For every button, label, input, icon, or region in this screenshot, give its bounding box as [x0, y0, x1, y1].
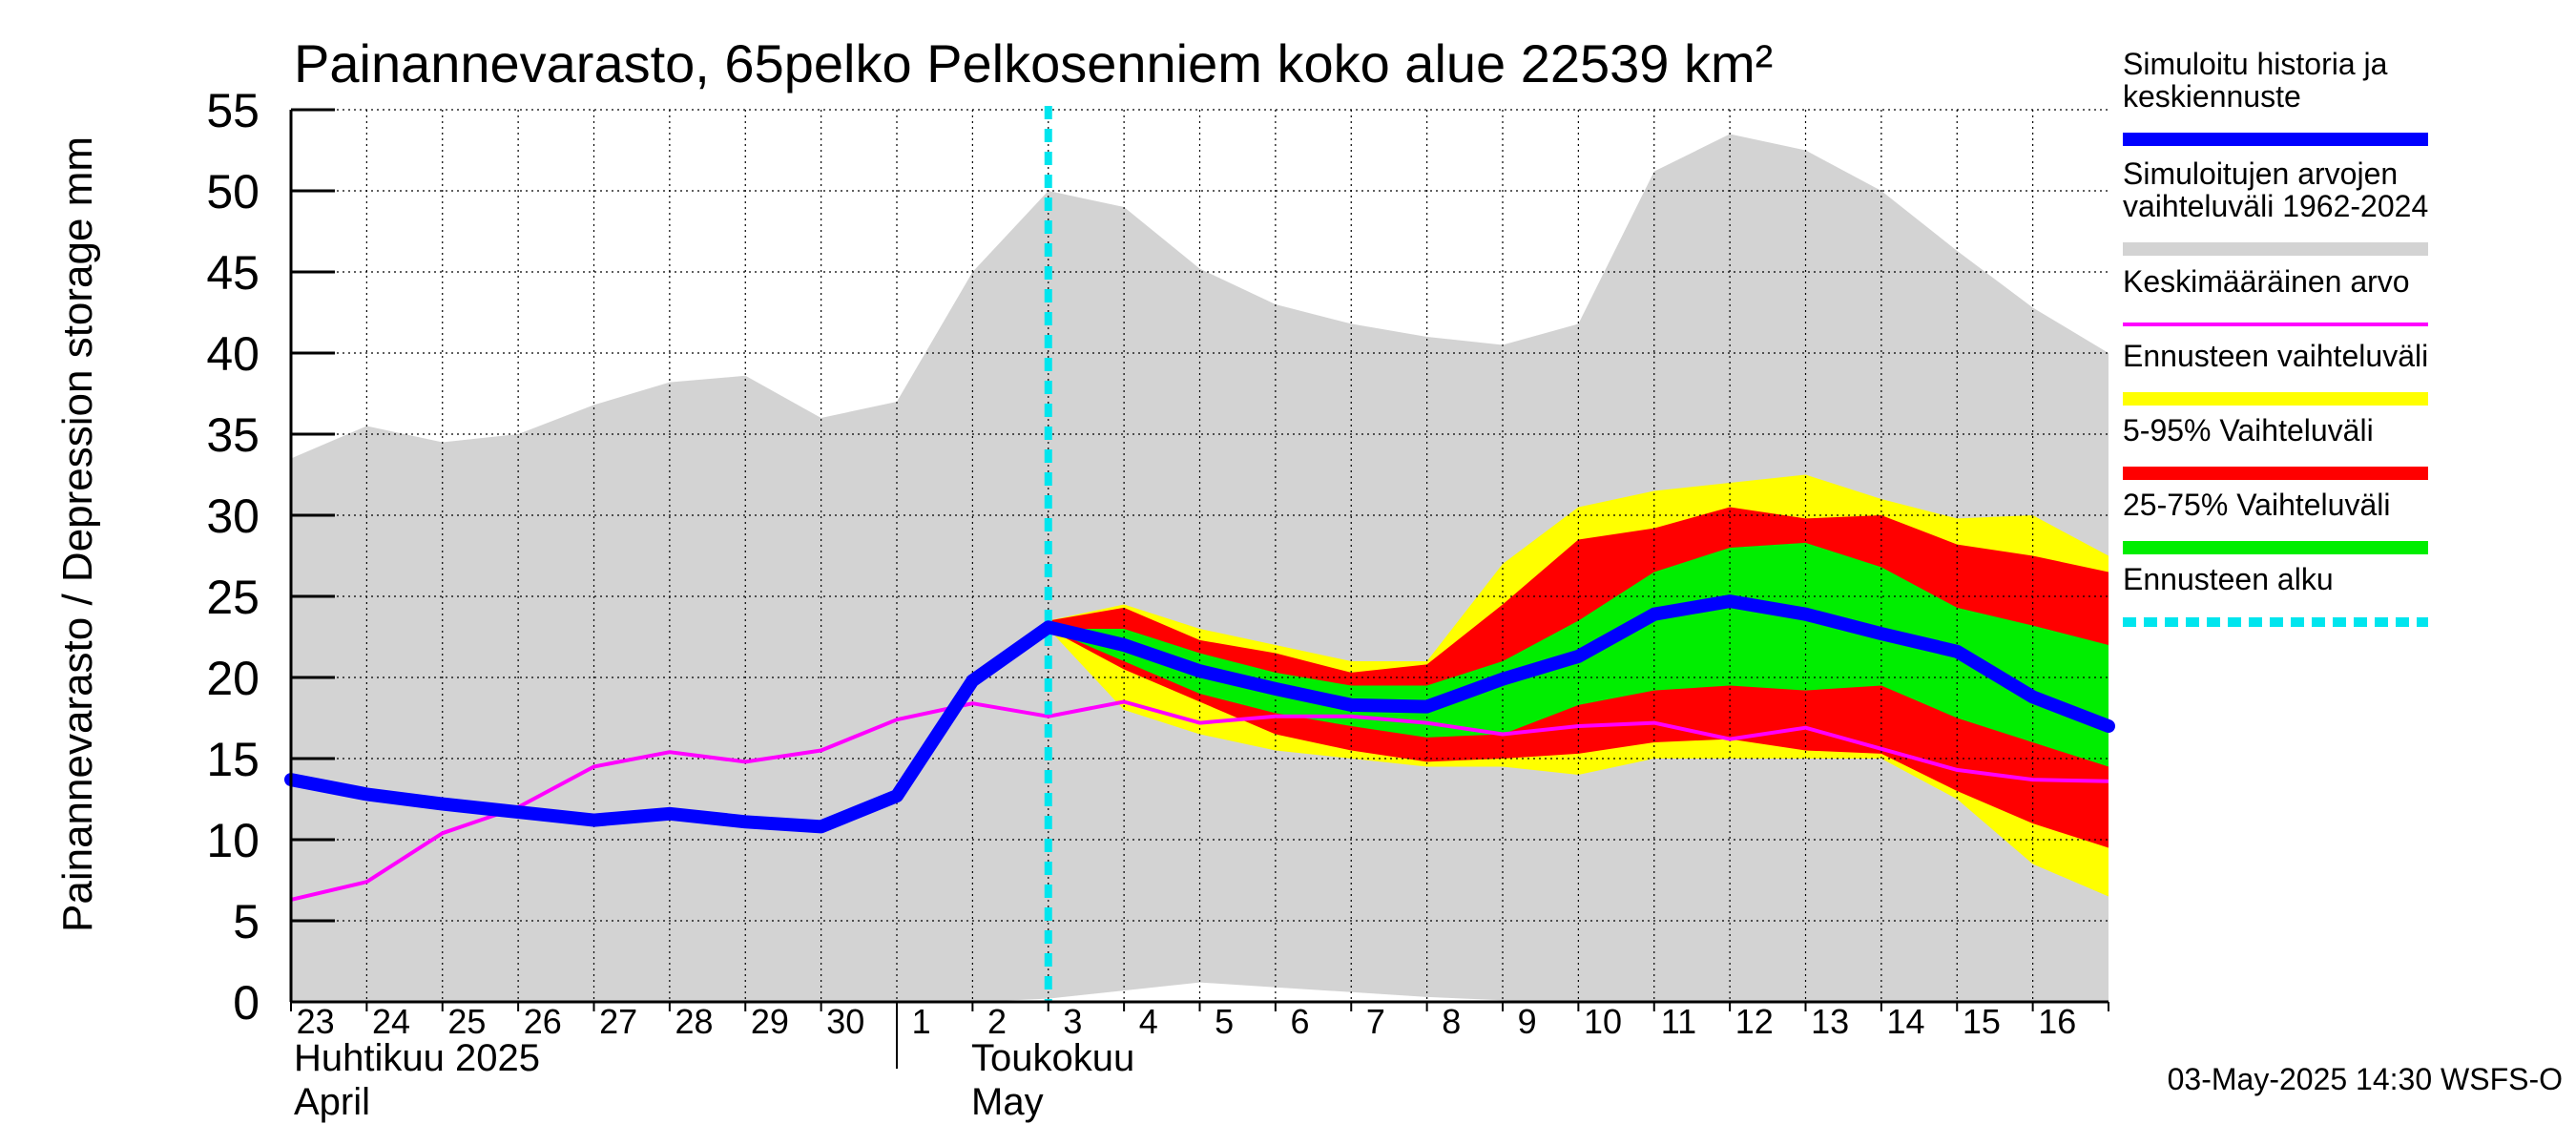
x-tick-label: 24 [372, 1002, 410, 1041]
legend-label: 25-75% Vaihteluväli [2123, 488, 2390, 522]
legend: Simuloitu historia ja keskiennuste Simuloi… [2123, 47, 2428, 627]
month-label-april-en: April [294, 1081, 370, 1123]
x-tick-label: 15 [1963, 1002, 2001, 1041]
y-axis-label: Painannevarasto / Depression storage mm [54, 136, 101, 932]
x-tick-label: 2 [987, 1002, 1007, 1041]
y-tick-label: 30 [206, 489, 260, 543]
legend-label: Ennusteen alku [2123, 562, 2334, 596]
y-tick-label: 25 [206, 571, 260, 624]
x-tick-label: 12 [1735, 1002, 1774, 1041]
y-tick-label: 20 [206, 652, 260, 705]
legend-label: 5-95% Vaihteluväli [2123, 413, 2374, 448]
month-label-april-fi: Huhtikuu 2025 [294, 1037, 540, 1079]
y-tick-label: 10 [206, 814, 260, 867]
chart-title: Painannevarasto, 65pelko Pelkosenniem ko… [294, 33, 1773, 94]
x-tick-label: 27 [599, 1002, 637, 1041]
mean-line [290, 699, 2109, 902]
x-tick-label: 23 [297, 1002, 335, 1041]
x-tick-label: 16 [2038, 1002, 2076, 1041]
legend-label: Simuloitujen arvojen vaihteluväli 1962-20… [2123, 156, 2428, 223]
x-tick-label: 29 [751, 1002, 789, 1041]
x-tick-label: 28 [675, 1002, 714, 1041]
y-tick-label: 15 [206, 733, 260, 786]
x-tick-label: 1 [912, 1002, 931, 1041]
y-tick-label: 5 [233, 895, 260, 948]
timestamp: 03-May-2025 14:30 WSFS-O [2168, 1062, 2563, 1096]
x-tick-label: 10 [1584, 1002, 1622, 1041]
x-tick-label: 25 [447, 1002, 486, 1041]
x-tick-label: 4 [1139, 1002, 1158, 1041]
x-tick-label: 30 [826, 1002, 864, 1041]
x-tick-label: 13 [1811, 1002, 1849, 1041]
x-tick-label: 8 [1442, 1002, 1461, 1041]
history-forecast-line [284, 594, 2115, 834]
x-tick-label: 11 [1661, 1002, 1696, 1041]
x-tick-label: 5 [1215, 1002, 1234, 1041]
legend-label: Simuloitu historia ja keskiennuste [2123, 47, 2388, 114]
y-tick-label: 35 [206, 408, 260, 462]
legend-label: Ennusteen vaihteluväli [2123, 339, 2428, 373]
x-tick-label: 9 [1518, 1002, 1537, 1041]
x-tick-label: 6 [1291, 1002, 1310, 1041]
month-label-may-fi: Toukokuu [971, 1037, 1134, 1079]
legend-label: Keskimääräinen arvo [2123, 264, 2410, 299]
x-tick-label: 3 [1063, 1002, 1082, 1041]
x-tick-label: 7 [1366, 1002, 1385, 1041]
y-tick-label: 40 [206, 327, 260, 381]
x-tick-label: 14 [1887, 1002, 1925, 1041]
y-tick-label: 55 [206, 84, 260, 137]
y-tick-label: 0 [233, 976, 260, 1030]
y-tick-label: 45 [206, 246, 260, 300]
month-label-may-en: May [971, 1081, 1044, 1123]
x-tick-label: 26 [524, 1002, 562, 1041]
y-tick-label: 50 [206, 165, 260, 219]
